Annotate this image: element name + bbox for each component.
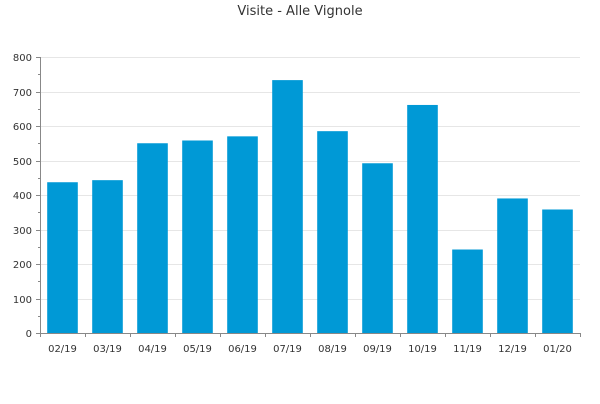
bar <box>407 104 438 333</box>
bars <box>47 80 573 334</box>
bar <box>137 143 168 333</box>
x-tick-label: 08/19 <box>318 344 347 355</box>
x-tick-label: 05/19 <box>183 344 212 355</box>
grid-lines <box>40 57 580 300</box>
bar <box>497 198 528 333</box>
x-tick-label: 04/19 <box>138 344 167 355</box>
y-tick-label: 800 <box>13 53 32 64</box>
x-tick-label: 03/19 <box>93 344 122 355</box>
bar <box>227 136 258 333</box>
bar <box>182 140 213 333</box>
bar <box>362 163 393 333</box>
x-tick-label: 06/19 <box>228 344 257 355</box>
axes <box>36 57 581 337</box>
y-tick-label: 0 <box>26 329 32 340</box>
bar <box>452 249 483 333</box>
bar <box>542 209 573 333</box>
y-tick-label: 700 <box>13 88 32 99</box>
x-tick-label: 02/19 <box>48 344 77 355</box>
x-tick-label: 01/20 <box>543 344 572 355</box>
bar <box>317 131 348 333</box>
y-tick-label: 500 <box>13 157 32 168</box>
tick-labels: 0 100 200 300 400 500 600 700 800 02/19 03/19 04/19… <box>13 53 572 355</box>
bar <box>47 182 78 333</box>
x-tick-label: 11/19 <box>453 344 482 355</box>
y-tick-label: 400 <box>13 191 32 202</box>
x-tick-label: 09/19 <box>363 344 392 355</box>
y-tick-label: 300 <box>13 226 32 237</box>
y-tick-label: 200 <box>13 260 32 271</box>
x-tick-label: 10/19 <box>408 344 437 355</box>
chart-title: Visite - Alle Vignole <box>237 4 363 19</box>
x-tick-label: 12/19 <box>498 344 527 355</box>
bar <box>92 180 123 333</box>
y-tick-label: 100 <box>13 295 32 306</box>
x-tick-label: 07/19 <box>273 344 302 355</box>
y-tick-label: 600 <box>13 122 32 133</box>
bar <box>272 80 303 334</box>
